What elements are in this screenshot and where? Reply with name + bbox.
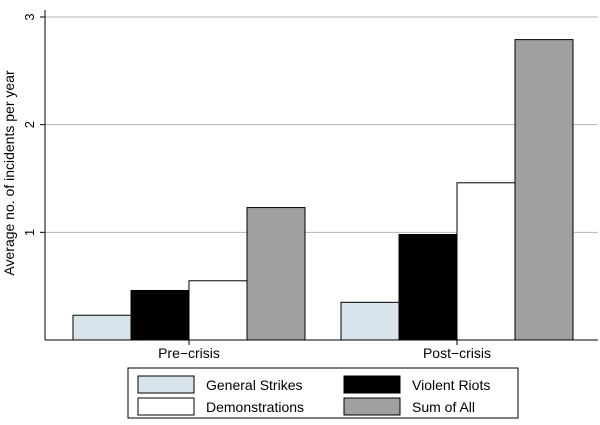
bar-sum-of-all-pre [246, 207, 306, 341]
bar-demonstrations-pre [188, 280, 248, 341]
legend-swatch [343, 397, 401, 416]
bar-general-strikes-post [340, 301, 400, 341]
y-axis-label: Average no. of incidents per year [1, 70, 17, 276]
legend-swatch [137, 397, 195, 416]
bars [72, 39, 574, 341]
bar-general-strikes-pre [72, 314, 132, 341]
legend-label: Demonstrations [206, 399, 304, 415]
bar-demonstrations-post [456, 182, 516, 341]
x-tick-label: Post−crisis [423, 345, 491, 361]
x-tick-label: Pre−crisis [158, 345, 220, 361]
axes: 1 2 3 Pre−crisis Post−crisis [22, 10, 598, 361]
y-tick-label: 3 [22, 13, 37, 20]
legend: General Strikes Violent Riots Demonstratio… [127, 367, 519, 419]
bar-violent-riots-pre [130, 289, 190, 341]
y-tick-label: 1 [22, 229, 37, 236]
bar-violent-riots-post [398, 233, 458, 341]
legend-swatch [343, 375, 401, 394]
legend-swatch [137, 375, 195, 394]
legend-label: General Strikes [206, 377, 302, 393]
legend-label: Violent Riots [412, 377, 490, 393]
bar-sum-of-all-post [514, 39, 574, 341]
legend-label: Sum of All [412, 399, 475, 415]
y-tick-label: 2 [22, 121, 37, 128]
